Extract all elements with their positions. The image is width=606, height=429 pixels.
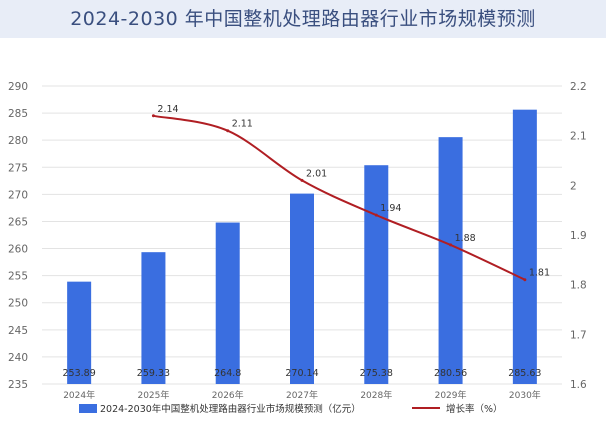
right-tick-label: 1.8 [570, 280, 587, 292]
bar [215, 222, 240, 384]
category-labels: 2024年 2025年 2026年 2027年 2028年 2029年 2030年 [63, 389, 541, 401]
left-tick-label: 240 [8, 352, 28, 364]
category-label: 2028年 [360, 389, 392, 401]
left-tick-label: 235 [8, 379, 28, 391]
growth-value-label: 2.14 [157, 104, 178, 115]
category-label: 2026年 [212, 389, 244, 401]
growth-value-label: 1.94 [380, 203, 401, 214]
bar-value-label: 259.33 [137, 368, 170, 379]
category-label: 2027年 [286, 389, 318, 401]
right-tick-label: 1.9 [570, 230, 587, 242]
bar-value-label: 264.8 [214, 368, 241, 379]
right-tick-label: 2.2 [570, 81, 587, 93]
left-tick-label: 280 [8, 135, 28, 147]
bar [141, 252, 166, 384]
legend-line-label: 增长率（%） [446, 403, 503, 415]
growth-point [300, 178, 304, 182]
left-tick-label: 250 [8, 298, 28, 310]
left-tick-label: 260 [8, 244, 28, 256]
bar-value-label: 270.14 [285, 368, 318, 379]
bar-value-label: 253.89 [63, 368, 96, 379]
growth-point [449, 243, 453, 247]
category-label: 2024年 [63, 389, 95, 401]
bar [438, 137, 463, 384]
bar-value-label: 275.38 [360, 368, 393, 379]
left-tick-label: 275 [8, 162, 28, 174]
right-tick-label: 1.6 [570, 379, 587, 391]
bar [290, 193, 314, 384]
left-tick-label: 290 [8, 81, 28, 93]
title-band [0, 0, 606, 38]
category-label: 2029年 [435, 389, 467, 401]
left-tick-label: 245 [8, 325, 28, 337]
growth-line-series [151, 114, 527, 282]
growth-line-labels: 2.14 2.11 2.01 1.94 1.88 1.81 [157, 104, 550, 279]
growth-point [523, 278, 527, 282]
bar-value-labels: 253.89 259.33 264.8 270.14 275.38 280.56 285.6… [63, 368, 542, 379]
right-axis-ticks: 1.6 1.7 1.8 1.9 2 2.1 2.2 [570, 81, 587, 391]
legend: 2024-2030年中国整机处理路由器行业市场规模预测（亿元） 增长率（%） [79, 403, 503, 415]
legend-bar-label: 2024-2030年中国整机处理路由器行业市场规模预测（亿元） [100, 403, 361, 415]
growth-value-label: 2.11 [232, 119, 253, 130]
growth-value-label: 2.01 [306, 168, 327, 179]
growth-line [153, 114, 526, 281]
left-tick-label: 270 [8, 189, 28, 201]
left-axis-ticks: 235 240 245 250 255 260 265 270 275 280 285 290 [8, 81, 28, 391]
growth-point [374, 213, 378, 217]
bar [67, 281, 92, 384]
left-tick-label: 255 [8, 271, 28, 283]
bar-value-label: 285.63 [508, 368, 541, 379]
right-tick-label: 2.1 [570, 131, 587, 143]
bar-series [67, 109, 537, 384]
bar-value-label: 280.56 [434, 368, 467, 379]
chart-title: 2024-2030 年中国整机处理路由器行业市场规模预测 [70, 8, 536, 30]
right-tick-label: 1.7 [570, 329, 587, 341]
bar [364, 165, 389, 384]
growth-value-label: 1.88 [455, 233, 476, 244]
legend-bar-swatch [79, 404, 97, 413]
category-label: 2030年 [509, 389, 541, 401]
growth-point [226, 129, 230, 133]
left-tick-label: 285 [8, 108, 28, 120]
category-label: 2025年 [137, 389, 169, 401]
growth-point [151, 114, 155, 118]
right-tick-label: 2 [570, 180, 577, 192]
growth-value-label: 1.81 [529, 268, 550, 279]
left-tick-label: 265 [8, 216, 28, 228]
bar [512, 109, 537, 384]
